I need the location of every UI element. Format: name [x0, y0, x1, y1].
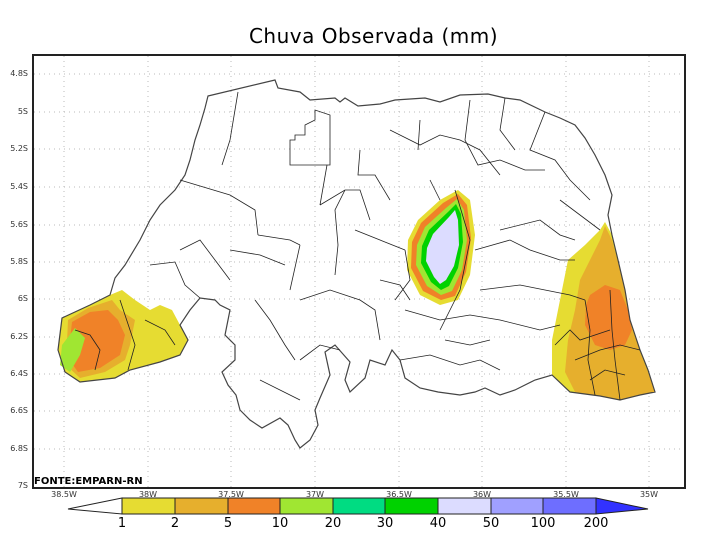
lon-label: 36.5W	[386, 490, 412, 499]
lat-label: 6S	[17, 294, 28, 303]
lon-label: 35.5W	[553, 490, 579, 499]
lat-label: 5S	[17, 107, 28, 116]
source-note: FONTE:EMPARN-RN	[34, 476, 143, 487]
lon-label: 37W	[305, 490, 325, 499]
lon-label: 38.5W	[51, 490, 77, 499]
colorbar-label: 20	[324, 516, 342, 531]
colorbar	[67, 497, 649, 515]
colorbar-label: 50	[482, 516, 500, 531]
state-outline	[57, 79, 656, 449]
lat-label: 4.8S	[10, 69, 28, 78]
lat-label: 6.4S	[10, 369, 28, 378]
lat-label: 5.6S	[10, 220, 28, 229]
lon-label: 37.5W	[218, 490, 244, 499]
map-title: Chuva Observada (mm)	[248, 24, 499, 48]
colorbar-label: 1	[117, 516, 127, 531]
municipal-boundaries	[74, 91, 641, 401]
lat-label: 6.8S	[10, 444, 28, 453]
map-frame	[32, 54, 686, 489]
lon-label: 36W	[472, 490, 492, 499]
colorbar-label: 200	[583, 516, 609, 531]
lat-label: 6.6S	[10, 406, 28, 415]
colorbar-label: 10	[271, 516, 289, 531]
rain-center	[407, 190, 475, 305]
rain-east	[552, 222, 655, 400]
lat-label: 7S	[17, 481, 28, 490]
colorbar-label: 40	[429, 516, 447, 531]
colorbar-label: 100	[530, 516, 556, 531]
lat-label: 5.2S	[10, 144, 28, 153]
colorbar-label: 30	[376, 516, 394, 531]
rain-west	[58, 290, 188, 382]
colorbar-label: 5	[223, 516, 233, 531]
colorbar-label: 2	[170, 516, 180, 531]
lon-label: 38W	[138, 490, 158, 499]
lat-label: 5.4S	[10, 182, 28, 191]
lat-label: 5.8S	[10, 257, 28, 266]
lon-label: 35W	[639, 490, 659, 499]
lat-label: 6.2S	[10, 332, 28, 341]
